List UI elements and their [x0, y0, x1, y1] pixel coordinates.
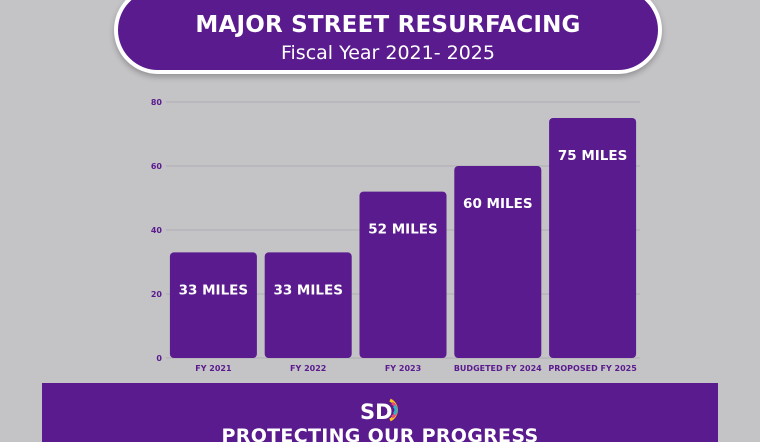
logo-text: SD — [360, 400, 393, 423]
title-banner: MAJOR STREET RESURFACING Fiscal Year 202… — [114, 0, 662, 74]
x-tick-label: PROPOSED FY 2025 — [548, 364, 637, 373]
chart-title: MAJOR STREET RESURFACING — [195, 12, 581, 38]
bar-value-label: 33 MILES — [179, 282, 249, 298]
bar — [359, 191, 447, 358]
bar-value-label: 75 MILES — [558, 148, 628, 164]
bar — [264, 252, 352, 358]
y-tick-label: 60 — [151, 162, 163, 171]
footer-banner: SD PROTECTING OUR PROGRESS — [42, 383, 718, 442]
bar-value-label: 52 MILES — [368, 222, 438, 238]
bar — [169, 252, 257, 358]
city-logo-icon: SD — [360, 398, 398, 423]
x-tick-label: BUDGETED FY 2024 — [454, 364, 542, 373]
y-tick-label: 80 — [151, 98, 163, 107]
x-tick-label: FY 2023 — [385, 364, 421, 373]
x-tick-label: FY 2022 — [290, 364, 326, 373]
bar — [549, 118, 637, 358]
bar-value-label: 33 MILES — [273, 282, 343, 298]
y-tick-label: 40 — [151, 226, 163, 235]
bar — [454, 166, 542, 358]
y-tick-label: 0 — [156, 354, 162, 363]
chart-subtitle: Fiscal Year 2021- 2025 — [280, 42, 495, 64]
x-tick-label: FY 2021 — [195, 364, 232, 373]
y-tick-label: 20 — [151, 290, 163, 299]
footer-tagline: PROTECTING OUR PROGRESS — [221, 425, 539, 442]
bar-value-label: 60 MILES — [463, 196, 533, 212]
